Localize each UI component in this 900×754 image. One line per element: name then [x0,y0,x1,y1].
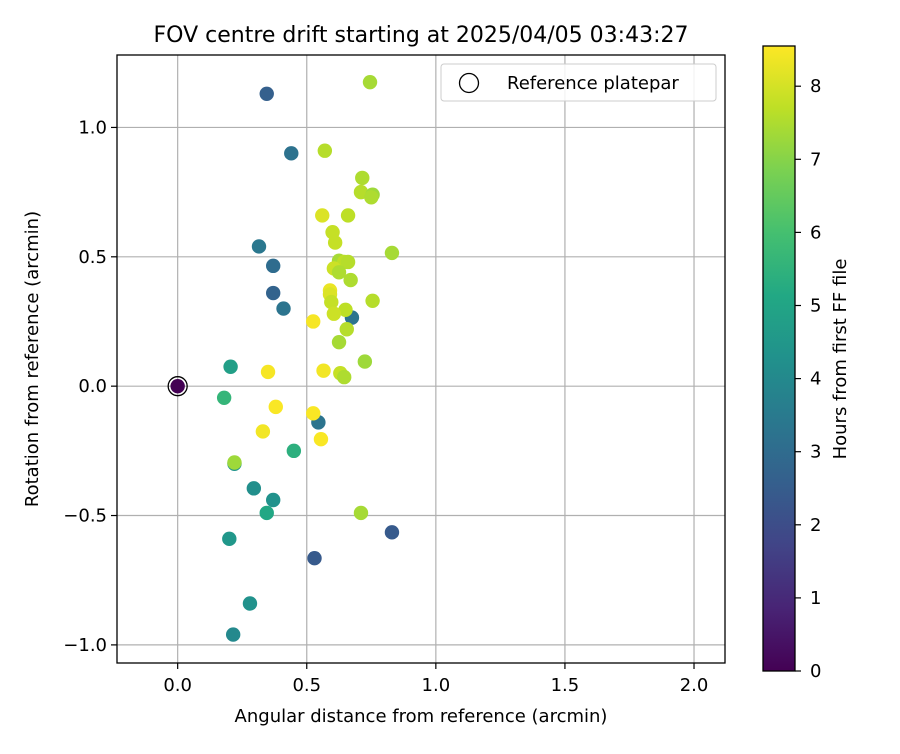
data-point [265,492,281,508]
data-point [313,432,329,447]
x-tick-label: 0.0 [163,675,192,696]
data-point [331,334,347,350]
colorbar-tick-label: 4 [810,369,821,390]
data-point [276,301,291,316]
data-point [265,285,281,301]
data-point [222,531,237,547]
reference-point [170,378,185,394]
data-point [316,363,331,378]
plot-frame [116,54,726,664]
data-point [331,265,347,280]
colorbar-label: Hours from first FF file [830,259,851,460]
data-point [336,369,352,385]
x-axis-label: Angular distance from reference (arcmin) [235,706,608,727]
data-point [246,481,262,496]
data-point [357,354,373,369]
colorbar-tick-label: 0 [810,661,821,682]
data-point [255,424,271,439]
data-point [251,239,267,254]
colorbar-gradient [762,45,796,672]
colorbar-tick-label: 8 [810,76,821,97]
data-point [340,254,356,270]
data-point [268,399,283,415]
colorbar-tick-label: 6 [810,222,821,243]
grid [117,55,725,663]
x-tick-label: 1.5 [551,675,580,696]
data-point [355,170,370,186]
data-point [343,272,358,288]
y-tick-label: −0.5 [63,506,107,527]
colorbar-tick-label: 1 [810,588,821,609]
y-tick-label: −1.0 [63,635,107,656]
data-point [259,505,274,521]
data-point [306,314,321,329]
data-point [315,208,330,223]
colorbar-tick-label: 3 [810,442,821,463]
data-point [338,302,353,318]
data-point [384,525,400,540]
x-tick-label: 2.0 [680,675,709,696]
data-point [259,86,274,102]
data-point [307,551,322,566]
colorbar-tick-label: 2 [810,515,821,536]
axes: 0.0 0.5 1.0 1.5 2.0 −1.0 −0.5 0.0 0.5 1.0 [63,54,726,696]
data-point [339,322,354,337]
data-point [286,443,302,459]
x-tick-label: 0.5 [292,675,321,696]
data-point [317,143,333,158]
data-point [326,306,342,321]
legend-label-reference: Reference platepar [507,73,679,94]
legend-box [440,63,717,102]
data-point [384,245,400,261]
data-point [340,208,356,223]
data-point [306,406,321,421]
colorbar-tick-label: 5 [810,296,821,317]
legend-marker-reference [458,72,480,94]
y-tick-label: 0.5 [78,247,107,268]
data-point [223,359,238,374]
data-point [225,627,241,642]
data-point [227,455,242,470]
x-tick-label: 1.0 [422,675,451,696]
colorbar: 0 1 2 3 4 5 6 7 8 [762,45,821,682]
data-points [167,74,400,642]
data-point [353,505,369,521]
chart-title: FOV centre drift starting at 2025/04/05 … [154,23,689,48]
data-point [265,258,281,274]
data-point [260,364,276,380]
y-axis-label: Rotation from reference (arcmin) [22,211,43,507]
data-point [365,293,380,308]
reference-platepar-marker [167,376,188,397]
data-point [284,146,299,161]
y-tick-label: 1.0 [78,117,107,138]
data-point [362,74,378,90]
legend: Reference platepar [440,63,717,102]
data-point [242,596,258,611]
data-point [324,294,339,310]
data-point [216,390,232,406]
data-point [364,190,379,205]
y-tick-label: 0.0 [78,376,107,397]
colorbar-tick-label: 7 [810,149,821,170]
data-point [327,235,343,250]
